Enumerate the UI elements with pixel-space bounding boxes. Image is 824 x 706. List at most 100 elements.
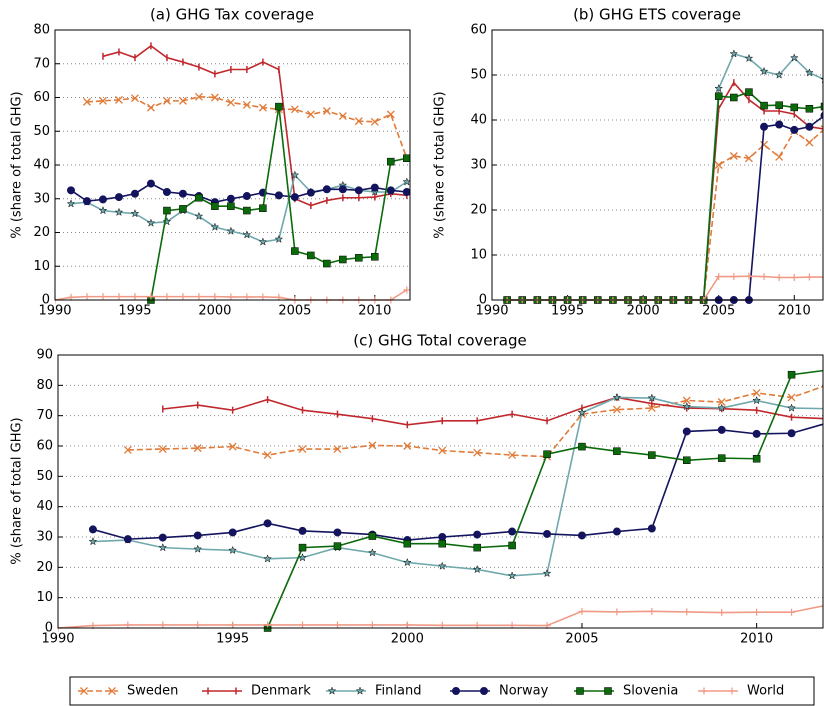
marker xyxy=(322,107,331,115)
series-line xyxy=(150,106,407,301)
marker xyxy=(162,217,172,226)
marker xyxy=(274,234,284,243)
marker xyxy=(368,532,377,540)
marker xyxy=(507,571,517,580)
marker xyxy=(760,273,768,281)
marker xyxy=(370,117,379,126)
series-line xyxy=(58,605,823,629)
marker xyxy=(820,77,823,84)
y-tick-label: 60 xyxy=(470,23,487,38)
legend-label: Norway xyxy=(499,684,549,699)
series-line xyxy=(162,396,823,426)
marker xyxy=(158,533,167,542)
marker xyxy=(258,237,268,246)
marker xyxy=(298,553,307,562)
marker xyxy=(805,105,814,113)
marker xyxy=(683,456,691,465)
marker xyxy=(83,293,91,301)
marker xyxy=(473,448,482,457)
marker xyxy=(194,211,204,221)
chart-title: (c) GHG Total coverage xyxy=(353,332,526,350)
legend-marker xyxy=(604,687,612,695)
marker xyxy=(717,398,726,406)
legend-label: Sweden xyxy=(127,684,178,699)
x-tick-label: 1990 xyxy=(475,304,508,319)
marker xyxy=(162,188,171,196)
plot-area xyxy=(58,366,823,632)
marker xyxy=(438,533,447,541)
y-tick-label: 60 xyxy=(36,439,53,454)
x-tick-label: 1995 xyxy=(118,304,151,319)
y-tick-label: 70 xyxy=(33,56,50,71)
legend-box xyxy=(69,676,815,706)
marker xyxy=(730,273,738,281)
marker xyxy=(714,92,723,100)
y-axis-label: % (share of total GHG) xyxy=(433,91,448,238)
marker xyxy=(211,293,219,301)
y-tick-label: 10 xyxy=(33,259,50,274)
marker xyxy=(131,293,139,301)
marker xyxy=(717,454,726,462)
marker xyxy=(227,293,235,301)
marker xyxy=(774,70,784,79)
marker xyxy=(354,117,363,126)
marker xyxy=(307,251,315,260)
marker xyxy=(338,185,347,194)
marker xyxy=(402,188,410,196)
marker xyxy=(322,185,331,194)
marker xyxy=(387,157,395,166)
marker xyxy=(403,539,412,548)
marker xyxy=(124,621,132,629)
marker xyxy=(403,442,412,450)
marker xyxy=(130,94,139,103)
marker xyxy=(83,97,91,106)
marker xyxy=(123,535,132,544)
y-tick-label: 50 xyxy=(36,469,53,484)
marker xyxy=(787,370,796,379)
marker xyxy=(745,272,753,280)
marker xyxy=(613,447,621,455)
marker xyxy=(66,199,76,208)
marker xyxy=(323,259,331,268)
marker xyxy=(472,564,482,574)
y-tick-label: 50 xyxy=(470,68,487,83)
marker xyxy=(193,531,202,540)
marker xyxy=(123,445,132,454)
x-tick-label: 2000 xyxy=(391,632,424,647)
marker xyxy=(775,152,784,161)
legend-label: Slovenia xyxy=(623,684,678,699)
marker xyxy=(820,102,823,111)
marker xyxy=(789,53,799,62)
marker xyxy=(753,608,761,616)
marker xyxy=(403,621,411,629)
y-axis-label: % (share of total GHG) xyxy=(10,417,25,564)
marker xyxy=(228,528,237,537)
marker xyxy=(333,445,342,453)
marker xyxy=(259,204,267,212)
legend-marker xyxy=(728,687,736,695)
y-tick-label: 30 xyxy=(36,530,53,545)
marker xyxy=(146,218,156,227)
marker xyxy=(243,206,251,215)
marker xyxy=(226,98,235,107)
marker xyxy=(647,404,656,413)
marker xyxy=(371,253,379,261)
marker xyxy=(403,154,410,162)
marker xyxy=(146,103,155,112)
y-tick-label: 20 xyxy=(33,225,50,240)
marker xyxy=(717,403,727,412)
marker xyxy=(226,194,235,203)
marker xyxy=(821,276,823,278)
legend-label: Finland xyxy=(375,684,421,699)
marker xyxy=(805,68,814,77)
legend-marker xyxy=(700,687,708,695)
y-tick-label: 0 xyxy=(42,293,50,308)
marker xyxy=(98,195,107,204)
y-tick-label: 50 xyxy=(33,124,50,139)
marker xyxy=(179,205,187,213)
marker xyxy=(682,396,691,405)
marker xyxy=(508,541,516,550)
marker xyxy=(437,561,447,570)
marker xyxy=(370,187,380,196)
